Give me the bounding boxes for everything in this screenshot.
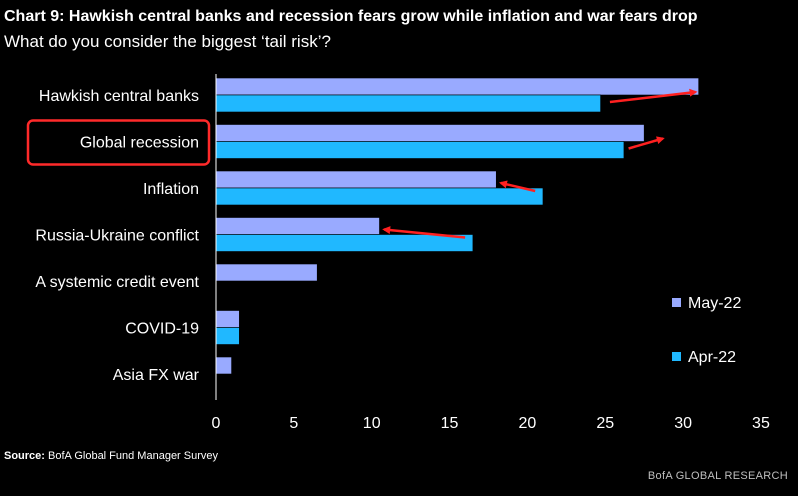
category-label: COVID-19 — [125, 321, 199, 338]
bar-may-22 — [215, 263, 318, 282]
x-tick-label: 0 — [212, 415, 221, 432]
x-tick-label: 25 — [596, 415, 614, 432]
category-label: A systemic credit event — [35, 274, 199, 291]
bar-may-22 — [215, 170, 497, 189]
bar-apr-22 — [215, 141, 625, 159]
x-tick-label: 35 — [752, 415, 770, 432]
bar-apr-22 — [215, 234, 474, 252]
bar-may-22 — [215, 356, 232, 375]
bar-apr-22 — [215, 327, 240, 345]
category-label: Asia FX war — [113, 367, 200, 384]
bar-may-22 — [215, 124, 645, 142]
legend-swatch — [672, 298, 681, 307]
bar-apr-22 — [215, 187, 544, 206]
category-label: Inflation — [143, 181, 199, 198]
x-tick-label: 20 — [519, 415, 537, 432]
highlight-box — [26, 119, 211, 166]
category-label: Hawkish central banks — [39, 88, 199, 105]
x-tick-label: 10 — [363, 415, 381, 432]
change-arrow — [628, 136, 665, 150]
x-tick-label: 30 — [674, 415, 692, 432]
x-tick-label: 15 — [441, 415, 459, 432]
category-label: Russia-Ukraine conflict — [35, 228, 199, 245]
x-tick-label: 5 — [289, 415, 298, 432]
change-arrow — [498, 180, 536, 193]
source-label: Source: — [4, 450, 45, 462]
legend-swatch — [672, 352, 681, 361]
bar-apr-22 — [215, 94, 601, 113]
chart-subtitle: What do you consider the biggest ‘tail r… — [4, 32, 331, 51]
legend-label: Apr-22 — [688, 349, 736, 366]
chart-title: Chart 9: Hawkish central banks and reces… — [4, 8, 698, 25]
source-note: Source: BofA Global Fund Manager Survey — [4, 450, 218, 462]
change-arrow — [382, 226, 466, 239]
legend-label: May-22 — [688, 295, 741, 312]
category-label: Global recession — [80, 135, 199, 152]
source-text: BofA Global Fund Manager Survey — [48, 450, 219, 462]
change-arrow — [609, 88, 698, 104]
bar-may-22 — [215, 77, 699, 96]
bar-may-22 — [215, 310, 240, 328]
bar-may-22 — [215, 217, 380, 235]
brand-label: BofA GLOBAL RESEARCH — [647, 470, 788, 482]
